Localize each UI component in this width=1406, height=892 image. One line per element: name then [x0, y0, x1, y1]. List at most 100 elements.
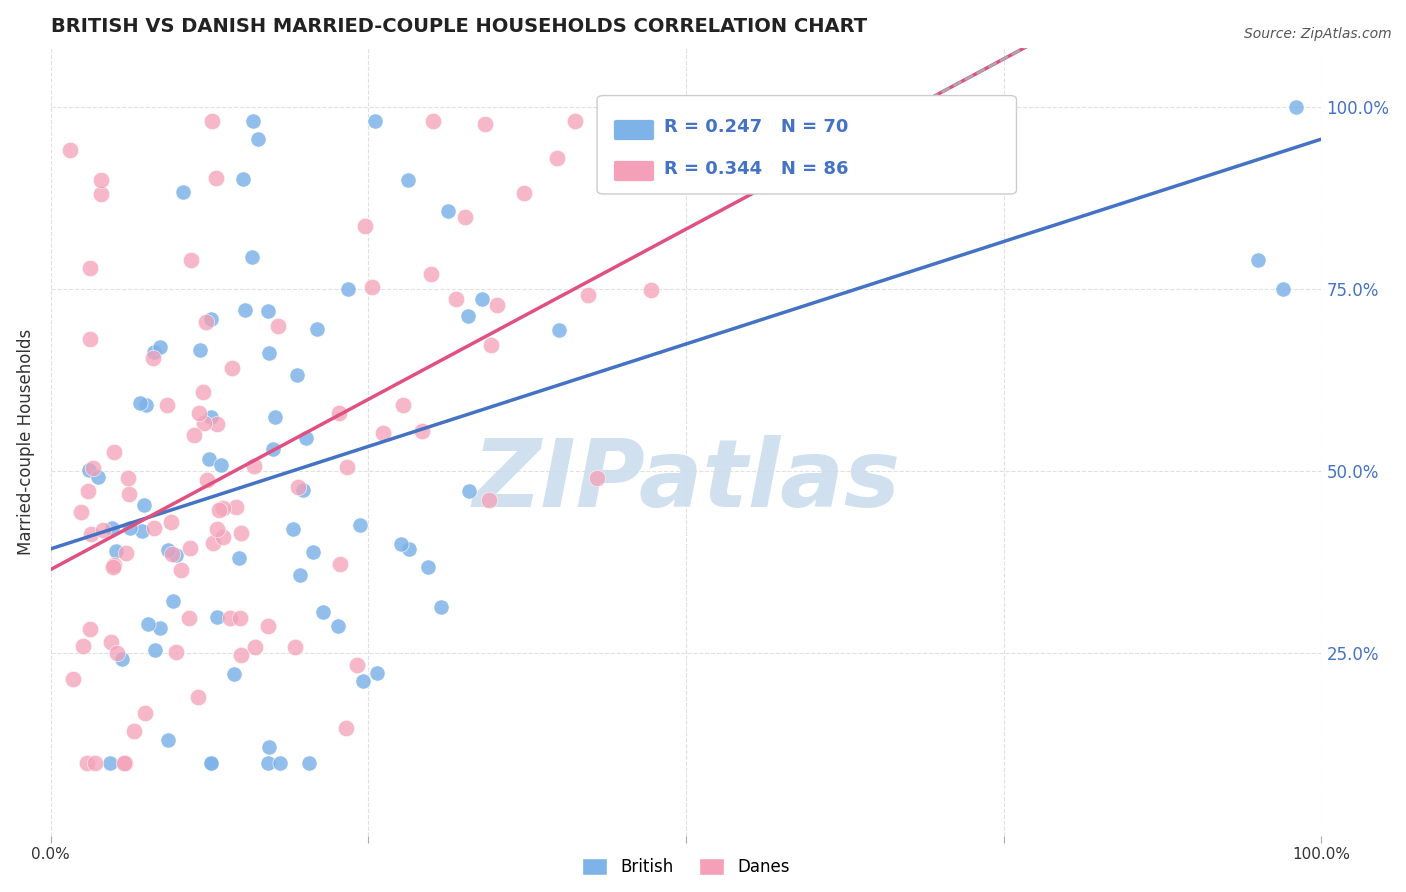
Point [209, 458, 232, 473]
Point [138, 617, 160, 632]
Point [79, 622, 101, 636]
Point [257, 345, 280, 359]
Point [142, 521, 165, 535]
Point [349, 517, 371, 532]
Point [229, 525, 252, 540]
Point [224, 666, 246, 681]
Point [231, 648, 253, 663]
Point [288, 567, 311, 582]
Point [564, 114, 586, 128]
Point [172, 185, 194, 199]
Point [165, 645, 187, 659]
Point [422, 114, 444, 128]
Point [212, 501, 235, 516]
Point [103, 558, 125, 572]
Point [134, 706, 156, 720]
Point [211, 530, 233, 544]
Point [120, 520, 142, 534]
Point [242, 459, 264, 474]
Point [132, 498, 155, 512]
Point [287, 480, 309, 494]
Point [200, 311, 222, 326]
Point [87, 469, 110, 483]
Point [1247, 252, 1270, 267]
Point [479, 337, 502, 351]
Point [546, 151, 568, 165]
Point [142, 351, 165, 366]
Point [188, 343, 211, 357]
Point [437, 203, 460, 218]
Point [205, 610, 228, 624]
Point [149, 340, 172, 354]
Point [143, 643, 166, 657]
Point [301, 544, 323, 558]
Point [170, 563, 193, 577]
Point [205, 417, 228, 432]
Point [72, 639, 94, 653]
Point [392, 398, 415, 412]
Point [335, 721, 357, 735]
Point [180, 253, 202, 268]
Point [474, 117, 496, 131]
Point [90, 187, 112, 202]
Point [118, 487, 141, 501]
Point [156, 732, 179, 747]
Point [204, 170, 226, 185]
FancyBboxPatch shape [598, 95, 1017, 194]
Point [91, 523, 114, 537]
Point [827, 116, 849, 130]
Point [336, 282, 359, 296]
Point [79, 463, 101, 477]
Point [208, 503, 231, 517]
Point [295, 431, 318, 445]
Point [117, 471, 139, 485]
Point [101, 521, 124, 535]
Y-axis label: Married-couple Households: Married-couple Households [17, 329, 35, 555]
Point [201, 114, 224, 128]
Point [187, 690, 209, 704]
Point [198, 452, 221, 467]
Point [513, 186, 536, 200]
Point [429, 599, 451, 614]
Point [195, 473, 218, 487]
Point [84, 756, 107, 770]
Point [183, 428, 205, 442]
Point [292, 483, 315, 497]
FancyBboxPatch shape [613, 120, 654, 140]
Point [420, 268, 443, 282]
Text: BRITISH VS DANISH MARRIED-COUPLE HOUSEHOLDS CORRELATION CHART: BRITISH VS DANISH MARRIED-COUPLE HOUSEHO… [51, 17, 866, 36]
Point [352, 673, 374, 688]
Point [471, 292, 494, 306]
Point [640, 284, 662, 298]
Point [576, 288, 599, 302]
Point [329, 558, 352, 572]
Point [228, 551, 250, 566]
Point [221, 361, 243, 376]
Point [257, 739, 280, 754]
Legend: British, Danes: British, Danes [575, 851, 796, 882]
Point [114, 546, 136, 560]
Text: R = 0.344   N = 86: R = 0.344 N = 86 [665, 160, 849, 178]
Point [90, 172, 112, 186]
Point [284, 640, 307, 654]
Point [129, 396, 152, 410]
Point [149, 621, 172, 635]
Point [79, 261, 101, 276]
Point [1285, 100, 1308, 114]
Point [162, 547, 184, 561]
Point [225, 500, 247, 515]
Point [256, 304, 278, 318]
Point [235, 302, 257, 317]
Point [298, 756, 321, 770]
Point [229, 610, 252, 624]
Point [446, 293, 468, 307]
Point [269, 756, 291, 770]
Text: Source: ZipAtlas.com: Source: ZipAtlas.com [1244, 27, 1392, 41]
Point [111, 652, 134, 666]
Point [336, 460, 359, 475]
Point [200, 409, 222, 424]
Point [76, 756, 98, 770]
Point [454, 210, 477, 224]
Point [458, 484, 481, 499]
Point [1272, 282, 1295, 296]
